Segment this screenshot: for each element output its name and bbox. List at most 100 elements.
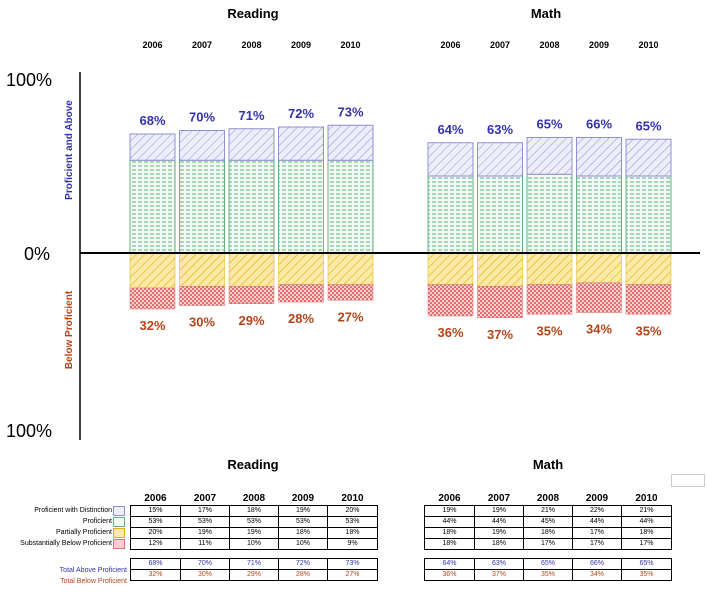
bar-segment-substantially-below: [625, 284, 672, 315]
table-cell: 63%: [474, 558, 524, 570]
bar-segment-substantially-below: [179, 286, 225, 306]
total-above-label: 71%: [238, 108, 264, 123]
table-cell: 53%: [180, 516, 230, 528]
table-cell: 18%: [424, 527, 475, 539]
table-cell: 53%: [327, 516, 378, 528]
table-year-header: 2006: [144, 493, 167, 504]
table-row: 18% 18% 17% 17% 17%: [424, 538, 672, 550]
total-above-label: 68%: [139, 113, 165, 128]
table-row: 19% 19% 21% 22% 21%: [424, 505, 672, 517]
year-label: 2006: [142, 40, 162, 50]
row-label-proficient_with_distinction: Proficient with Distinction: [34, 507, 112, 514]
table-cell: 17%: [572, 527, 622, 539]
bar-segment-substantially-below: [129, 287, 176, 310]
table-cell: 65%: [621, 558, 672, 570]
table-cell: 53%: [278, 516, 328, 528]
year-label: 2010: [340, 40, 360, 50]
table-row: 20% 19% 19% 18% 18%: [130, 527, 378, 539]
table-row: 53% 53% 53% 53% 53%: [130, 516, 378, 528]
table-cell: 44%: [572, 516, 622, 528]
table-year-header: 2007: [487, 493, 511, 504]
bar-segment-proficient: [477, 175, 523, 254]
bar-segment-substantially-below: [477, 286, 523, 318]
bar-segment-partially-proficient: [427, 252, 474, 285]
total-below-label: 37%: [487, 327, 513, 342]
table-cell: 17%: [523, 538, 573, 550]
table-cell: 35%: [621, 569, 672, 581]
year-label: 2007: [192, 40, 212, 50]
table-cell: 37%: [474, 569, 524, 581]
table-cell: 9%: [327, 538, 378, 550]
bar-segment-partially-proficient: [526, 252, 573, 285]
table-total-row: 68% 70% 71% 72% 73%: [130, 558, 378, 570]
table-cell: 20%: [327, 505, 378, 517]
total-above-label: 66%: [586, 117, 612, 132]
table-year-header: 2008: [242, 493, 266, 504]
table-cell: 44%: [474, 516, 524, 528]
table-cell: 28%: [278, 569, 328, 581]
table-cell: 19%: [229, 527, 279, 539]
table-cell: 18%: [424, 538, 475, 550]
total-below-label: 36%: [437, 325, 463, 340]
table-cell: 17%: [572, 538, 622, 550]
table-cell: 53%: [130, 516, 181, 528]
bar-segment-partially-proficient: [576, 252, 622, 283]
legend-swatch-proficient_with_distinction: [113, 506, 125, 516]
table-cell: 19%: [278, 505, 328, 517]
bar-segment-substantially-below: [327, 284, 374, 301]
row-label-proficient: Proficient: [82, 518, 112, 525]
year-label: 2008: [241, 40, 261, 50]
bar-segment-proficient: [179, 159, 225, 254]
table-cell: 32%: [130, 569, 181, 581]
table-cell: 11%: [180, 538, 230, 550]
table-cell: 68%: [130, 558, 181, 570]
bar-segment-proficient: [129, 159, 176, 254]
table-cell: 10%: [278, 538, 328, 550]
table-year-header: 2006: [438, 493, 461, 504]
row-label-total-above: Total Above Proficient: [59, 567, 127, 574]
table-cell: 27%: [327, 569, 378, 581]
data-table-math: 2006 2007 2008 2009 2010 19% 19% 21% 22% 21% 44% 44…: [424, 493, 672, 581]
table-row: 18% 19% 18% 17% 18%: [424, 527, 672, 539]
stacked-diverging-bar-chart: 100% 0% 100% Proficient and Above Below Prof…: [6, 6, 700, 441]
table-row: 12% 11% 10% 10% 9%: [130, 538, 378, 550]
total-above-label: 65%: [536, 117, 562, 132]
table-cell: 21%: [621, 505, 672, 517]
row-label-substantially_below_proficient: Substantially Below Proficient: [20, 540, 112, 547]
total-above-label: 64%: [437, 122, 463, 137]
total-above-label: 70%: [189, 110, 215, 125]
total-below-label: 30%: [189, 315, 215, 330]
total-above-label: 73%: [337, 104, 363, 119]
total-below-label: 35%: [536, 323, 562, 338]
bar-segment-distinction: [526, 137, 573, 175]
axis-title-below: Below Proficient: [64, 290, 75, 369]
table-title: Reading: [227, 457, 279, 472]
table-year-header: 2008: [536, 493, 560, 504]
empty-box: [671, 474, 705, 487]
bar-segment-substantially-below: [278, 284, 324, 303]
axis-label-bottom: 100%: [6, 421, 52, 441]
table-cell: 18%: [229, 505, 279, 517]
total-above-label: 63%: [487, 122, 513, 137]
table-cell: 15%: [130, 505, 181, 517]
table-cell: 36%: [424, 569, 475, 581]
year-label: 2008: [539, 40, 559, 50]
bar-segment-partially-proficient: [477, 252, 523, 287]
bar-segment-proficient: [576, 175, 622, 254]
table-year-header: 2009: [585, 493, 609, 504]
legend-swatch-substantially_below_proficient: [113, 539, 125, 549]
table-cell: 72%: [278, 558, 328, 570]
table-cell: 45%: [523, 516, 573, 528]
bar-segment-partially-proficient: [327, 252, 374, 285]
bar-segment-partially-proficient: [129, 252, 176, 289]
table-cell: 44%: [424, 516, 475, 528]
total-above-label: 65%: [635, 118, 661, 133]
table-cell: 17%: [180, 505, 230, 517]
table-cell: 21%: [523, 505, 573, 517]
table-cell: 18%: [523, 527, 573, 539]
table-cell: 29%: [229, 569, 279, 581]
year-label: 2007: [490, 40, 510, 50]
axis-title-above: Proficient and Above: [64, 100, 75, 200]
table-cell: 35%: [523, 569, 573, 581]
total-below-label: 34%: [586, 322, 612, 337]
